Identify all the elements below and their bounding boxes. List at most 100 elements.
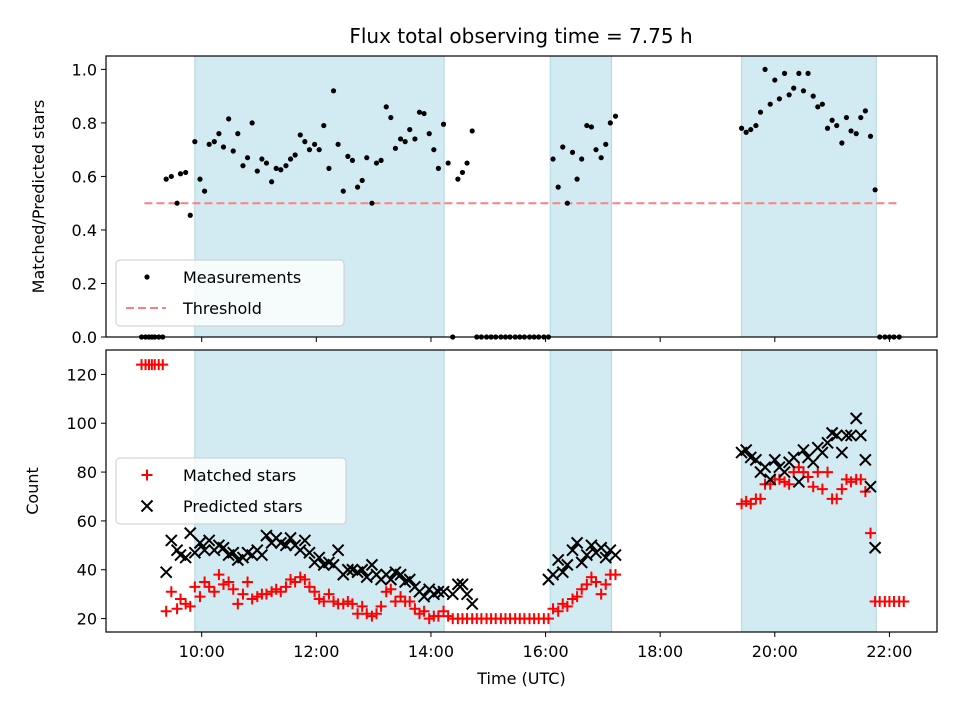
data-point	[816, 446, 829, 459]
data-point	[371, 608, 383, 620]
data-point	[858, 114, 864, 121]
data-point	[184, 600, 196, 612]
y-tick-label: 0.4	[72, 221, 97, 240]
data-point	[246, 593, 258, 605]
shaded-interval	[741, 55, 877, 338]
data-point	[352, 608, 364, 620]
data-point	[556, 565, 569, 579]
y-tick-label: 0.6	[72, 167, 97, 186]
data-point	[188, 546, 202, 559]
x-tick-label: 12:00	[293, 642, 339, 661]
data-point	[570, 536, 584, 550]
data-point	[159, 565, 173, 579]
data-point	[345, 153, 351, 159]
data-point	[753, 122, 759, 129]
data-point	[849, 412, 863, 425]
data-point	[464, 160, 470, 166]
data-point	[299, 574, 311, 586]
data-point	[440, 121, 447, 127]
data-point	[216, 131, 222, 137]
data-point	[321, 122, 327, 129]
data-point	[364, 155, 370, 161]
data-point	[326, 165, 332, 171]
data-point	[807, 481, 819, 493]
data-point	[862, 108, 868, 114]
data-point	[318, 595, 330, 607]
data-point	[373, 160, 380, 166]
data-point	[579, 156, 585, 162]
data-point	[599, 551, 612, 564]
data-point	[201, 188, 208, 194]
data-point	[294, 544, 307, 557]
data-point	[263, 160, 270, 166]
data-point	[848, 128, 854, 134]
data-point	[331, 544, 345, 557]
data-point	[835, 446, 849, 459]
bottom-panel: 20 40 60 80 100 120 10:00 12:00 14:00 16:00 18:00 2…	[23, 349, 938, 688]
data-point	[165, 534, 178, 547]
legend-label: Matched stars	[183, 466, 296, 485]
legend-marker	[141, 469, 153, 481]
data-point	[773, 473, 785, 485]
data-point	[384, 573, 398, 586]
data-point	[590, 576, 602, 588]
data-point	[865, 527, 877, 539]
data-point	[455, 176, 461, 182]
data-point	[356, 600, 368, 612]
legend-marker	[140, 499, 154, 513]
x-tick-label: 22:00	[866, 642, 912, 661]
data-point	[280, 581, 292, 593]
legend-box	[115, 259, 345, 327]
data-point	[202, 534, 216, 547]
data-point	[227, 583, 239, 595]
data-point	[383, 104, 389, 110]
data-point	[815, 104, 821, 110]
data-point	[466, 597, 479, 611]
data-point	[829, 117, 835, 123]
data-point	[824, 125, 831, 131]
data-point	[787, 451, 800, 464]
y-tick-label: 1.0	[72, 60, 97, 79]
data-point	[743, 129, 749, 135]
data-point	[157, 359, 169, 371]
data-point	[217, 578, 229, 590]
data-point	[407, 126, 413, 133]
data-point	[431, 147, 437, 153]
data-point	[574, 176, 580, 182]
data-point	[278, 167, 284, 173]
data-point	[340, 188, 346, 194]
data-point	[365, 558, 379, 572]
data-point	[854, 429, 867, 442]
data-point	[237, 588, 249, 600]
data-point	[754, 493, 766, 505]
data-point	[193, 536, 207, 550]
data-point	[389, 595, 401, 607]
data-point	[859, 453, 872, 467]
data-point	[223, 576, 235, 588]
data-point	[435, 165, 441, 171]
data-point	[187, 212, 193, 218]
data-point	[312, 551, 326, 564]
data-point	[762, 66, 768, 72]
top-panel: 0.0 0.2 0.4 0.6 0.8 1.0 Matched/Predicted star…	[29, 55, 938, 347]
y-tick-label: 40	[77, 561, 97, 580]
data-point	[831, 493, 843, 505]
data-point	[283, 163, 289, 169]
data-point	[417, 590, 431, 603]
data-point	[302, 139, 308, 145]
shaded-interval	[549, 55, 612, 338]
data-point	[297, 132, 303, 138]
data-point	[456, 578, 469, 591]
data-point	[306, 147, 313, 153]
data-point	[402, 139, 408, 145]
data-point	[800, 88, 807, 94]
data-point	[868, 541, 882, 554]
data-point	[898, 595, 910, 607]
data-point	[198, 544, 211, 557]
data-point	[844, 429, 858, 442]
data-point	[217, 541, 230, 554]
shaded-interval	[741, 349, 877, 633]
data-point	[819, 101, 825, 107]
data-point	[821, 436, 834, 449]
